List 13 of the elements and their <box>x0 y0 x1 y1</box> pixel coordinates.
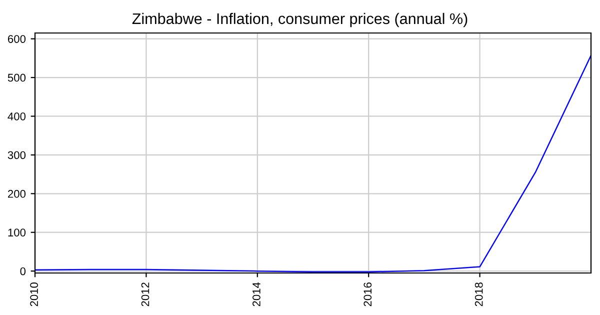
y-tick-label: 300 <box>8 151 26 160</box>
x-tick-label: 2010 <box>30 282 38 306</box>
x-tick-label: 2018 <box>474 282 483 306</box>
x-tick-label: 2016 <box>364 282 372 306</box>
x-tick-label: 2012 <box>141 282 150 306</box>
y-tick-label: 100 <box>8 228 26 236</box>
y-tick-label: 0 <box>20 267 26 276</box>
y-tick-label: 400 <box>8 112 26 120</box>
chart-title: Zimbabwe - Inflation, consumer prices (annual %) <box>132 12 468 28</box>
y-tick-label: 200 <box>8 190 26 198</box>
y-tick-label: 500 <box>8 74 26 82</box>
x-tick-label: 2014 <box>252 282 260 306</box>
y-tick-label: 600 <box>8 35 26 43</box>
